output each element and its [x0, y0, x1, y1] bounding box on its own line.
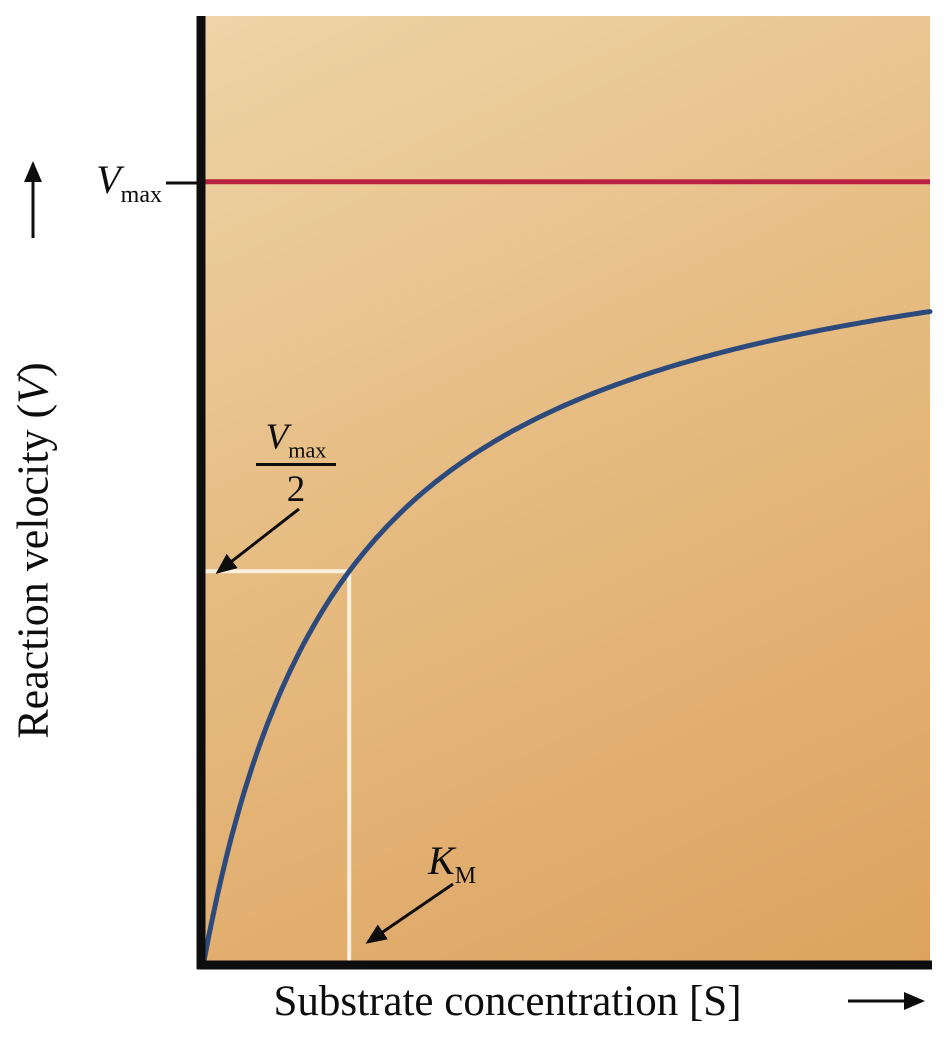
half-vmax-denominator: 2 — [286, 469, 306, 510]
vmax-label-sub: max — [120, 182, 162, 208]
y-axis-label-var: V — [8, 376, 58, 404]
km-pointer-arrow — [365, 882, 454, 944]
half-vmax-numerator-var: V — [265, 417, 289, 458]
km-label-var: K — [428, 838, 455, 883]
y-axis-label: Reaction velocity (V) — [0, 255, 66, 845]
y-axis-label-post: ) — [8, 361, 58, 377]
mm-curve — [201, 309, 933, 964]
half-vmax-numerator: Vmax — [255, 416, 337, 466]
half-vmax-label: Vmax 2 — [243, 416, 349, 514]
km-label-sub: M — [454, 863, 477, 889]
vmax-label: Vmax — [50, 154, 162, 208]
half-vmax-pointer-arrow — [215, 507, 300, 574]
half-vmax-numerator-sub: max — [288, 437, 327, 463]
km-label: KM — [428, 836, 477, 889]
plot-area-background — [201, 16, 930, 965]
x-axis-label: Substrate concentration [S] — [273, 978, 742, 1025]
y-axis-label-pre: Reaction velocity ( — [8, 403, 58, 739]
vmax-label-var: V — [96, 157, 121, 202]
y-axis-label-text: Reaction velocity (V) — [8, 362, 59, 738]
